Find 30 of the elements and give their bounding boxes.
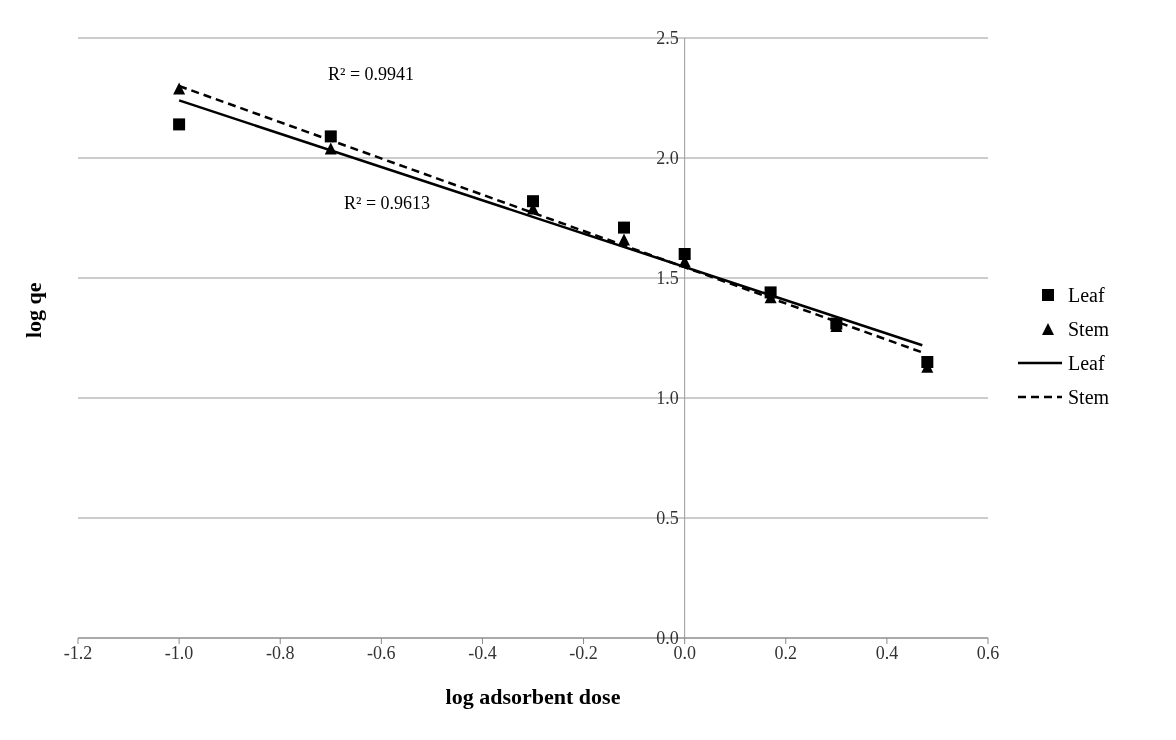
point xyxy=(324,142,337,155)
x-tick-label: 0.6 xyxy=(976,642,1000,663)
x-tick-label: 0.4 xyxy=(875,642,899,663)
legend-label: Stem xyxy=(1068,385,1110,409)
legend-label: Stem xyxy=(1068,317,1110,341)
y-axis-title: log qe xyxy=(20,282,46,338)
x-tick-label: -0.4 xyxy=(468,642,497,663)
legend-label: Leaf xyxy=(1068,283,1105,307)
y-tick-label: 0.5 xyxy=(656,508,679,528)
y-tick-label: 2.0 xyxy=(656,148,679,168)
x-tick-label: -0.2 xyxy=(569,642,598,663)
point xyxy=(527,195,539,208)
point xyxy=(324,130,337,143)
y-tick-label: 2.5 xyxy=(656,28,679,48)
annotation: R² = 0.9941 xyxy=(328,64,415,85)
y-tick-label: 1.0 xyxy=(656,388,679,408)
point xyxy=(173,82,186,95)
x-tick-label: 0.2 xyxy=(774,642,798,663)
x-tick-label: -0.8 xyxy=(265,642,295,663)
point xyxy=(618,233,630,246)
point xyxy=(618,221,630,234)
x-tick-label: -1.0 xyxy=(164,642,194,663)
point xyxy=(173,118,186,131)
y-tick-label: 1.5 xyxy=(656,268,679,288)
x-tick-label: -0.6 xyxy=(367,642,396,663)
x-axis-title: log adsorbent dose xyxy=(445,684,621,709)
legend-label: Leaf xyxy=(1068,351,1105,375)
annotation: R² = 0.9613 xyxy=(344,193,431,214)
x-tick-label: -1.2 xyxy=(63,642,93,663)
point xyxy=(678,248,691,260)
